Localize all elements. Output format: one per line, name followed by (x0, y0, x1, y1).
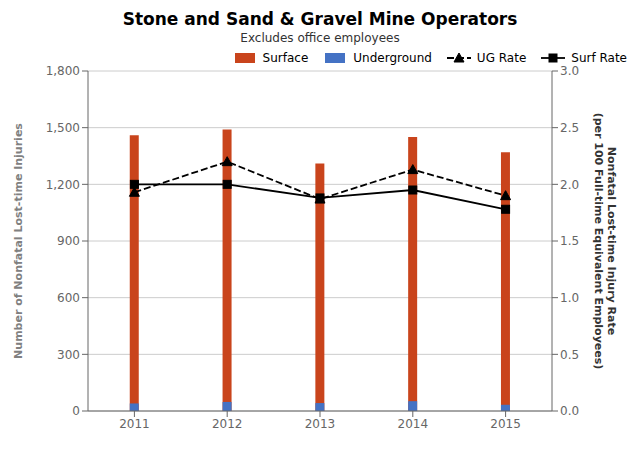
html-text:UG Rate: UG Rate (476, 51, 527, 65)
html-text:Surf Rate: Surf Rate (571, 51, 627, 65)
svg-text:0.0: 0.0 (560, 404, 579, 418)
svg-text:1.5: 1.5 (560, 234, 579, 248)
svg-text:2.0: 2.0 (560, 178, 579, 192)
svg-text:300: 300 (57, 348, 80, 362)
svg-text:Number of Nonfatal Lost-time I: Number of Nonfatal Lost-time Injuries (12, 123, 25, 359)
html-text:Excludes office employees: Excludes office employees (240, 31, 400, 45)
svg-text:0.5: 0.5 (560, 348, 579, 362)
html-text:Stone and Sand & Gravel Mine O: Stone and Sand & Gravel Mine Operators (122, 9, 518, 29)
svg-text:2012: 2012 (212, 417, 243, 431)
svg-text:1,500: 1,500 (46, 121, 80, 135)
svg-text:2014: 2014 (398, 417, 429, 431)
svg-text:0: 0 (72, 404, 80, 418)
svg-text:2015: 2015 (490, 417, 521, 431)
svg-text:600: 600 (57, 291, 80, 305)
svg-text:900: 900 (57, 234, 80, 248)
svg-text:Nonfatal Lost-time Injury Rate: Nonfatal Lost-time Injury Rate(per 100 F… (592, 113, 618, 370)
html-text:Underground: Underground (353, 51, 432, 65)
svg-text:2011: 2011 (119, 417, 150, 431)
svg-text:1.0: 1.0 (560, 291, 579, 305)
svg-text:2.5: 2.5 (560, 121, 579, 135)
svg-text:1,200: 1,200 (46, 178, 80, 192)
svg-text:1,800: 1,800 (46, 64, 80, 78)
svg-text:2013: 2013 (305, 417, 336, 431)
html-text:Surface: Surface (262, 51, 309, 65)
svg-text:3.0: 3.0 (560, 64, 579, 78)
